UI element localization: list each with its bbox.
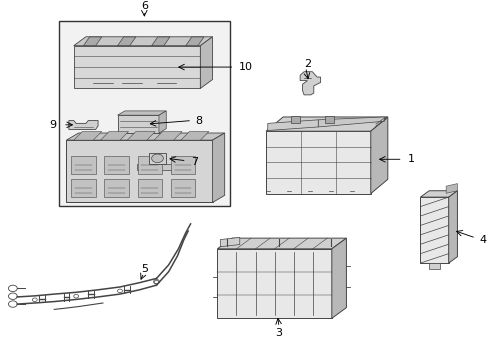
Polygon shape <box>66 140 212 202</box>
Text: 1: 1 <box>407 154 414 164</box>
Polygon shape <box>265 131 370 194</box>
Polygon shape <box>325 116 333 123</box>
Polygon shape <box>185 37 203 46</box>
Polygon shape <box>428 263 439 270</box>
Text: 9: 9 <box>49 120 57 130</box>
Polygon shape <box>220 238 239 247</box>
Polygon shape <box>265 117 387 131</box>
Bar <box>59 21 229 206</box>
Text: 5: 5 <box>141 265 147 274</box>
Polygon shape <box>137 164 173 170</box>
Polygon shape <box>117 115 159 133</box>
Circle shape <box>151 154 163 163</box>
Polygon shape <box>137 179 162 197</box>
Polygon shape <box>217 238 346 249</box>
Text: 2: 2 <box>303 59 310 68</box>
Polygon shape <box>217 249 331 318</box>
Polygon shape <box>212 133 224 202</box>
Polygon shape <box>117 111 166 115</box>
Polygon shape <box>318 117 384 127</box>
Polygon shape <box>71 156 96 174</box>
Polygon shape <box>300 72 320 95</box>
Polygon shape <box>181 131 208 140</box>
Polygon shape <box>117 37 136 46</box>
Text: 7: 7 <box>190 157 197 167</box>
Polygon shape <box>83 37 102 46</box>
Polygon shape <box>159 111 166 133</box>
Polygon shape <box>370 117 387 194</box>
Polygon shape <box>445 184 456 193</box>
Polygon shape <box>267 120 318 131</box>
Polygon shape <box>104 179 128 197</box>
Polygon shape <box>74 131 102 140</box>
Text: 6: 6 <box>141 1 147 12</box>
Text: 10: 10 <box>239 62 253 72</box>
Polygon shape <box>420 197 448 263</box>
Polygon shape <box>137 156 162 174</box>
Polygon shape <box>170 156 195 174</box>
Polygon shape <box>448 191 456 263</box>
Text: 3: 3 <box>275 328 282 338</box>
Polygon shape <box>154 131 182 140</box>
Polygon shape <box>170 179 195 197</box>
Polygon shape <box>66 133 224 140</box>
Polygon shape <box>69 121 98 130</box>
Text: 4: 4 <box>478 235 486 245</box>
Text: 8: 8 <box>195 116 202 126</box>
Polygon shape <box>149 153 166 164</box>
Polygon shape <box>200 37 212 89</box>
Polygon shape <box>74 37 212 46</box>
Polygon shape <box>151 37 169 46</box>
Polygon shape <box>101 131 128 140</box>
Polygon shape <box>331 238 346 318</box>
Polygon shape <box>104 156 128 174</box>
Polygon shape <box>290 116 299 123</box>
Polygon shape <box>71 179 96 197</box>
Polygon shape <box>74 46 200 89</box>
Polygon shape <box>420 191 456 197</box>
Polygon shape <box>127 131 155 140</box>
